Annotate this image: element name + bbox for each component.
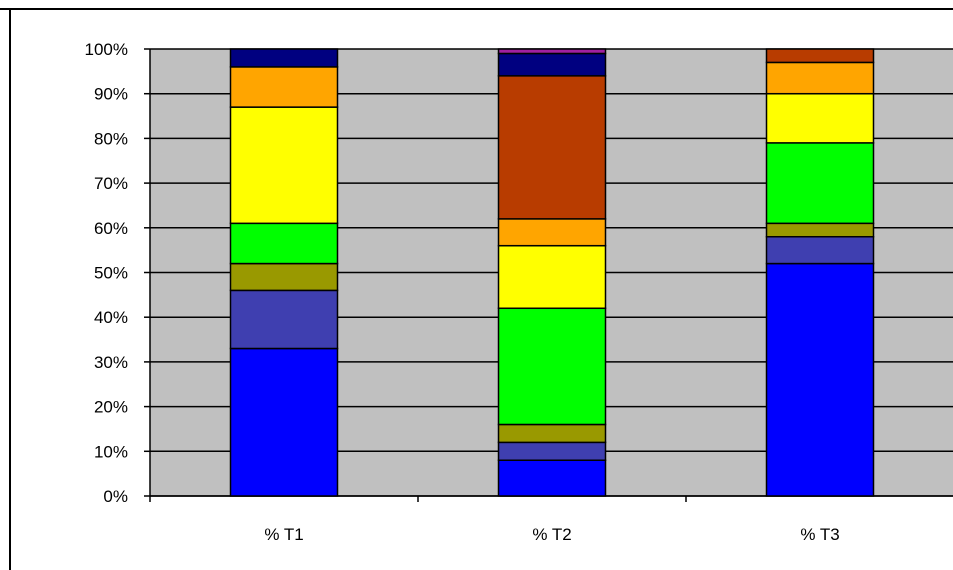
y-tick-label: 100% bbox=[85, 40, 128, 59]
y-tick-label: 40% bbox=[94, 308, 128, 327]
bar-segment-0-2 bbox=[229, 262, 339, 292]
bar-segment-1-3 bbox=[497, 307, 607, 426]
bar-segment-0-4 bbox=[229, 106, 339, 225]
y-tick-label: 0% bbox=[103, 487, 128, 506]
y-tick-label: 10% bbox=[94, 442, 128, 461]
bar-segment-2-2 bbox=[765, 222, 875, 238]
bar-segment-2-4 bbox=[765, 92, 875, 144]
y-tick-label: 80% bbox=[94, 129, 128, 148]
bar-segment-2-0 bbox=[765, 262, 875, 497]
bar-segment-0-3 bbox=[229, 222, 339, 265]
bar-segment-1-5 bbox=[497, 218, 607, 247]
bar-segment-1-8 bbox=[497, 48, 607, 55]
y-tick-label: 70% bbox=[94, 174, 128, 193]
x-category-label: % T2 bbox=[532, 525, 571, 544]
y-tick-label: 60% bbox=[94, 219, 128, 238]
bar-segment-0-0 bbox=[229, 347, 339, 497]
y-tick-label: 30% bbox=[94, 353, 128, 372]
bar-segment-1-4 bbox=[497, 244, 607, 310]
bar-segment-1-0 bbox=[497, 459, 607, 497]
y-tick-label: 90% bbox=[94, 85, 128, 104]
bar-segment-0-5 bbox=[229, 66, 339, 108]
bar-segment-1-2 bbox=[497, 423, 607, 444]
y-axis: 0% 10% 20% 30% 40% 50% 60% 70% 80% 90% 100% bbox=[85, 40, 151, 506]
bar-segment-1-7 bbox=[497, 52, 607, 77]
bar-segment-0-1 bbox=[229, 289, 339, 350]
y-tick-label: 50% bbox=[94, 264, 128, 283]
x-category-label: % T1 bbox=[264, 525, 303, 544]
bars bbox=[229, 48, 875, 497]
y-tick-label: 20% bbox=[94, 398, 128, 417]
bar-segment-1-6 bbox=[497, 75, 607, 220]
bar-segment-0-7 bbox=[229, 48, 339, 68]
bar-segment-2-6 bbox=[765, 48, 875, 64]
bar-segment-2-3 bbox=[765, 142, 875, 225]
bar-segment-2-1 bbox=[765, 235, 875, 265]
x-axis: % T1 % T2 % T3 bbox=[149, 495, 953, 544]
x-category-label: % T3 bbox=[800, 525, 839, 544]
bar-segment-2-5 bbox=[765, 61, 875, 95]
bar-segment-1-1 bbox=[497, 441, 607, 461]
